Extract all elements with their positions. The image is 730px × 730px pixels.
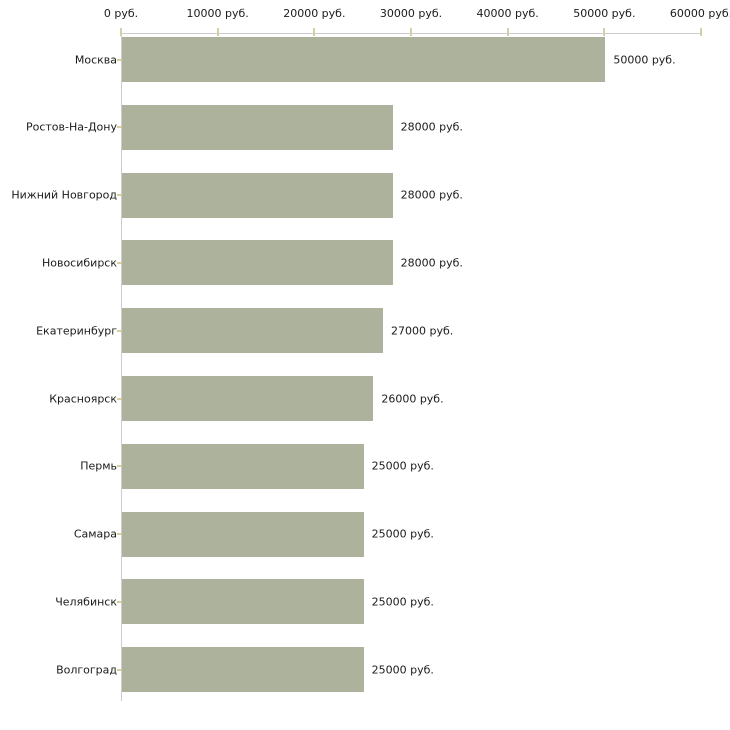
x-axis-tick-label: 50000 руб. xyxy=(573,7,636,20)
x-axis-tick-label: 20000 руб. xyxy=(283,7,346,20)
value-label: 25000 руб. xyxy=(371,663,434,677)
value-label: 28000 руб. xyxy=(400,256,463,270)
y-axis-line xyxy=(121,33,122,701)
bar xyxy=(122,37,606,82)
bar xyxy=(122,308,383,354)
value-label: 25000 руб. xyxy=(371,459,434,473)
y-axis-tick-mark xyxy=(117,600,122,603)
x-axis-tick-mark xyxy=(313,28,316,36)
value-label: 28000 руб. xyxy=(400,188,463,202)
y-axis-tick-mark xyxy=(117,533,122,536)
bar xyxy=(122,579,364,625)
x-axis-tick-label: 60000 руб. xyxy=(669,7,730,20)
category-label: Пермь xyxy=(80,459,117,473)
y-axis-tick-mark xyxy=(117,126,122,129)
x-axis-tick-mark xyxy=(410,28,412,36)
x-axis-tick-mark xyxy=(700,28,702,36)
y-axis-tick-mark xyxy=(117,194,122,197)
bar xyxy=(122,511,364,557)
y-axis-tick-mark xyxy=(117,58,122,61)
y-axis-tick-mark xyxy=(117,329,122,332)
x-axis-tick-mark xyxy=(603,28,606,36)
value-label: 25000 руб. xyxy=(371,595,434,609)
x-axis-tick-mark xyxy=(506,28,509,36)
value-label: 28000 руб. xyxy=(400,120,463,134)
x-axis-tick-label: 0 руб. xyxy=(103,7,139,20)
x-axis-tick-mark xyxy=(120,28,122,36)
category-label: Новосибирск xyxy=(41,256,117,270)
category-label: Красноярск xyxy=(49,392,117,405)
value-label: 26000 руб. xyxy=(381,392,444,405)
y-axis-tick-mark xyxy=(117,668,122,671)
x-axis-tick-label: 30000 руб. xyxy=(379,7,443,20)
category-label: Самара xyxy=(73,527,117,541)
bar xyxy=(122,172,393,218)
bar xyxy=(122,240,393,286)
value-label: 27000 руб. xyxy=(391,324,454,338)
x-axis-tick-label: 40000 руб. xyxy=(476,7,539,20)
category-label: Волгоград xyxy=(56,663,117,677)
bar xyxy=(122,104,393,150)
bar xyxy=(122,647,364,693)
category-label: Москва xyxy=(74,53,117,66)
x-axis-tick-label: 10000 руб. xyxy=(186,7,249,20)
value-label: 50000 руб. xyxy=(613,53,676,66)
category-label: Челябинск xyxy=(55,595,117,609)
value-label: 25000 руб. xyxy=(371,527,434,541)
bar xyxy=(122,443,364,489)
x-axis-tick-mark xyxy=(216,28,219,36)
y-axis-tick-mark xyxy=(117,397,122,400)
category-label: Нижний Новгород xyxy=(11,188,117,202)
bar xyxy=(122,376,374,421)
y-axis-tick-mark xyxy=(117,465,122,468)
category-label: Ростов-На-Дону xyxy=(25,120,117,134)
y-axis-tick-mark xyxy=(117,261,122,264)
category-label: Екатеринбург xyxy=(36,324,117,338)
